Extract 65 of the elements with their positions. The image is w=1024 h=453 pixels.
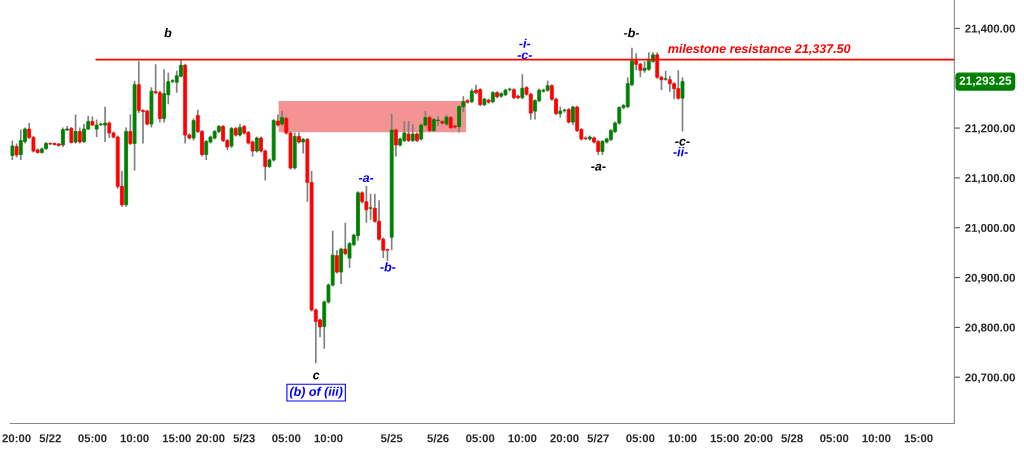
x-tick-label: 20:00: [550, 434, 579, 443]
annotation: -ii-: [673, 147, 688, 157]
candlestick: [394, 127, 398, 158]
y-tick-label: 20,700.00: [965, 373, 1015, 384]
candlestick: [368, 193, 373, 221]
annotation: c: [313, 372, 320, 380]
y-tick-label: 20,800.00: [965, 323, 1015, 334]
x-tick-label: 05:00: [78, 434, 107, 443]
x-tick-label: 20:00: [196, 434, 225, 443]
ref-line-label: milestone resistance 21,337.50: [667, 43, 851, 55]
candlestick: [174, 69, 179, 94]
x-tick-label: 10:00: [862, 434, 891, 443]
x-tick-label: 5/23: [233, 433, 255, 443]
candlestick: [406, 120, 411, 143]
annotation: -b-: [380, 262, 396, 272]
annotation: -c-: [517, 52, 533, 60]
y-tick-label: 21,200.00: [965, 124, 1015, 134]
annotation: -a-: [591, 163, 606, 171]
x-tick-label: 05:00: [272, 434, 301, 443]
candlestick: [402, 120, 407, 143]
candlestick: [646, 51, 651, 72]
annotation: -c-: [675, 138, 690, 146]
candlestick: [82, 123, 86, 144]
x-tick-label: 5/25: [380, 433, 403, 443]
x-tick-label: 20:00: [744, 434, 773, 443]
candlestick: [436, 115, 440, 127]
candlestick: [229, 126, 234, 149]
candlestick: [343, 221, 348, 256]
y-tick-label: 20,900.00: [965, 273, 1015, 284]
candlestick: [676, 69, 681, 101]
x-tick-label: 10:00: [508, 434, 537, 443]
candlestick: [528, 91, 533, 121]
y-tick-label: 21,000.00: [965, 223, 1015, 234]
candlestick: [103, 105, 107, 143]
candlestick: [73, 113, 78, 145]
x-tick-label: 15:00: [710, 434, 739, 443]
candlestick: [520, 73, 525, 100]
y-tick-label: 21,100.00: [965, 174, 1015, 184]
candlestick: [18, 128, 23, 161]
annotation: -a-: [358, 175, 374, 183]
x-tick-label: 10:00: [120, 434, 149, 443]
candlestick: [335, 249, 339, 275]
candlestick: [204, 139, 209, 161]
x-tick-label: 15:00: [904, 434, 933, 443]
candlestick: [128, 113, 133, 146]
annotation: -i-: [519, 38, 531, 48]
candlestick: [61, 126, 65, 148]
x-tick-label: 05:00: [820, 434, 849, 443]
x-tick-label: 5/26: [427, 433, 449, 443]
x-tick-label: 10:00: [668, 434, 697, 443]
x-tick-label: 5/28: [781, 433, 803, 443]
x-tick-label: 15:00: [162, 434, 191, 443]
annotation: (b) of (iii): [289, 386, 343, 399]
text: 21,293.25: [959, 76, 1012, 87]
candlestick: [457, 104, 462, 134]
x-tick-label: 05:00: [466, 434, 495, 443]
x-tick-label: 5/27: [587, 433, 609, 443]
y-tick-label: 21,400.00: [965, 24, 1015, 35]
x-tick-label: 05:00: [626, 434, 655, 443]
x-tick-label: 5/22: [39, 433, 61, 443]
candlestick: [364, 185, 369, 224]
x-tick-label: 20:00: [2, 434, 31, 443]
annotation: b: [164, 28, 172, 38]
x-tick-label: 10:00: [314, 434, 343, 443]
annotation: -b-: [623, 28, 640, 38]
